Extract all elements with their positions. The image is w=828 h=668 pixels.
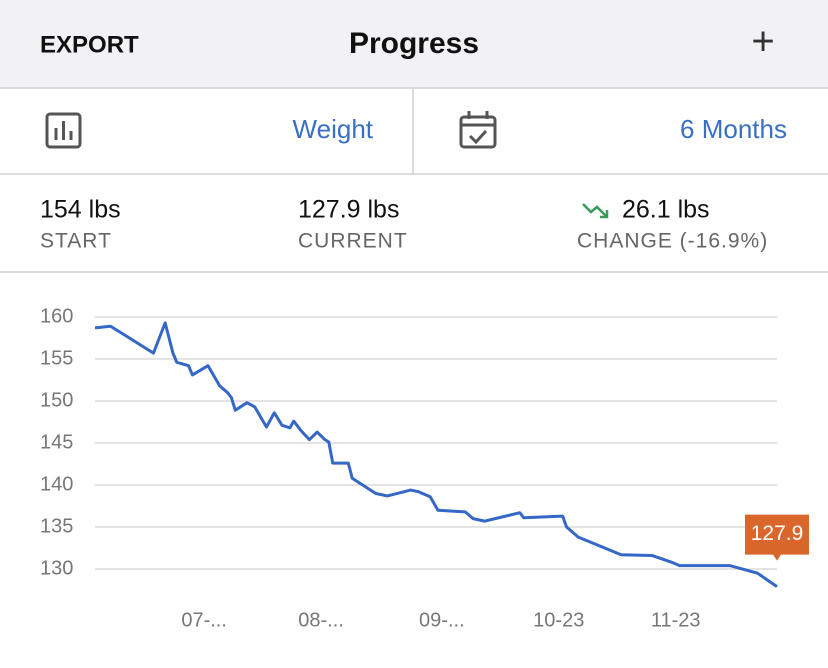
stat-value: 154 lbs [40,196,121,224]
range-selector[interactable]: 6 Months [680,114,787,144]
export-button[interactable]: EXPORT [40,31,139,58]
stat-label: CURRENT [298,230,408,253]
stat-value: 127.9 lbs [298,196,399,224]
y-tick-label: 155 [40,347,73,369]
trend-icon [582,203,609,219]
y-tick-label: 160 [40,305,73,327]
y-tick-label: 135 [40,515,73,537]
x-tick-label: 10-23 [533,609,584,631]
x-tick-label: 09-... [419,609,465,631]
page-title: Progress [349,27,479,60]
stat-label: CHANGE (-16.9%) [577,230,768,253]
chart: 130 135 140 145 150 155 160 07-... 08-... 09-... 1… [40,305,809,631]
x-tick-label: 11-23 [651,609,701,631]
y-tick-label: 150 [40,389,73,411]
value-tooltip: 127.9 [745,514,809,561]
metric-selector[interactable]: Weight [293,114,374,144]
y-tick-label: 140 [40,473,73,495]
tooltip-box [745,514,809,561]
stat-label: START [40,230,112,253]
y-tick-label: 145 [40,431,73,453]
calendar-icon[interactable] [459,111,497,149]
tooltip-label: 127.9 [751,522,804,545]
stat-value: 26.1 lbs [622,196,710,224]
weight-line [94,321,778,588]
y-tick-label: 130 [40,557,73,579]
chart-icon[interactable] [45,112,82,149]
x-tick-label: 08-... [298,609,344,631]
x-tick-label: 07-... [181,609,227,631]
add-button[interactable]: + [751,20,774,64]
header-bar [0,0,828,88]
